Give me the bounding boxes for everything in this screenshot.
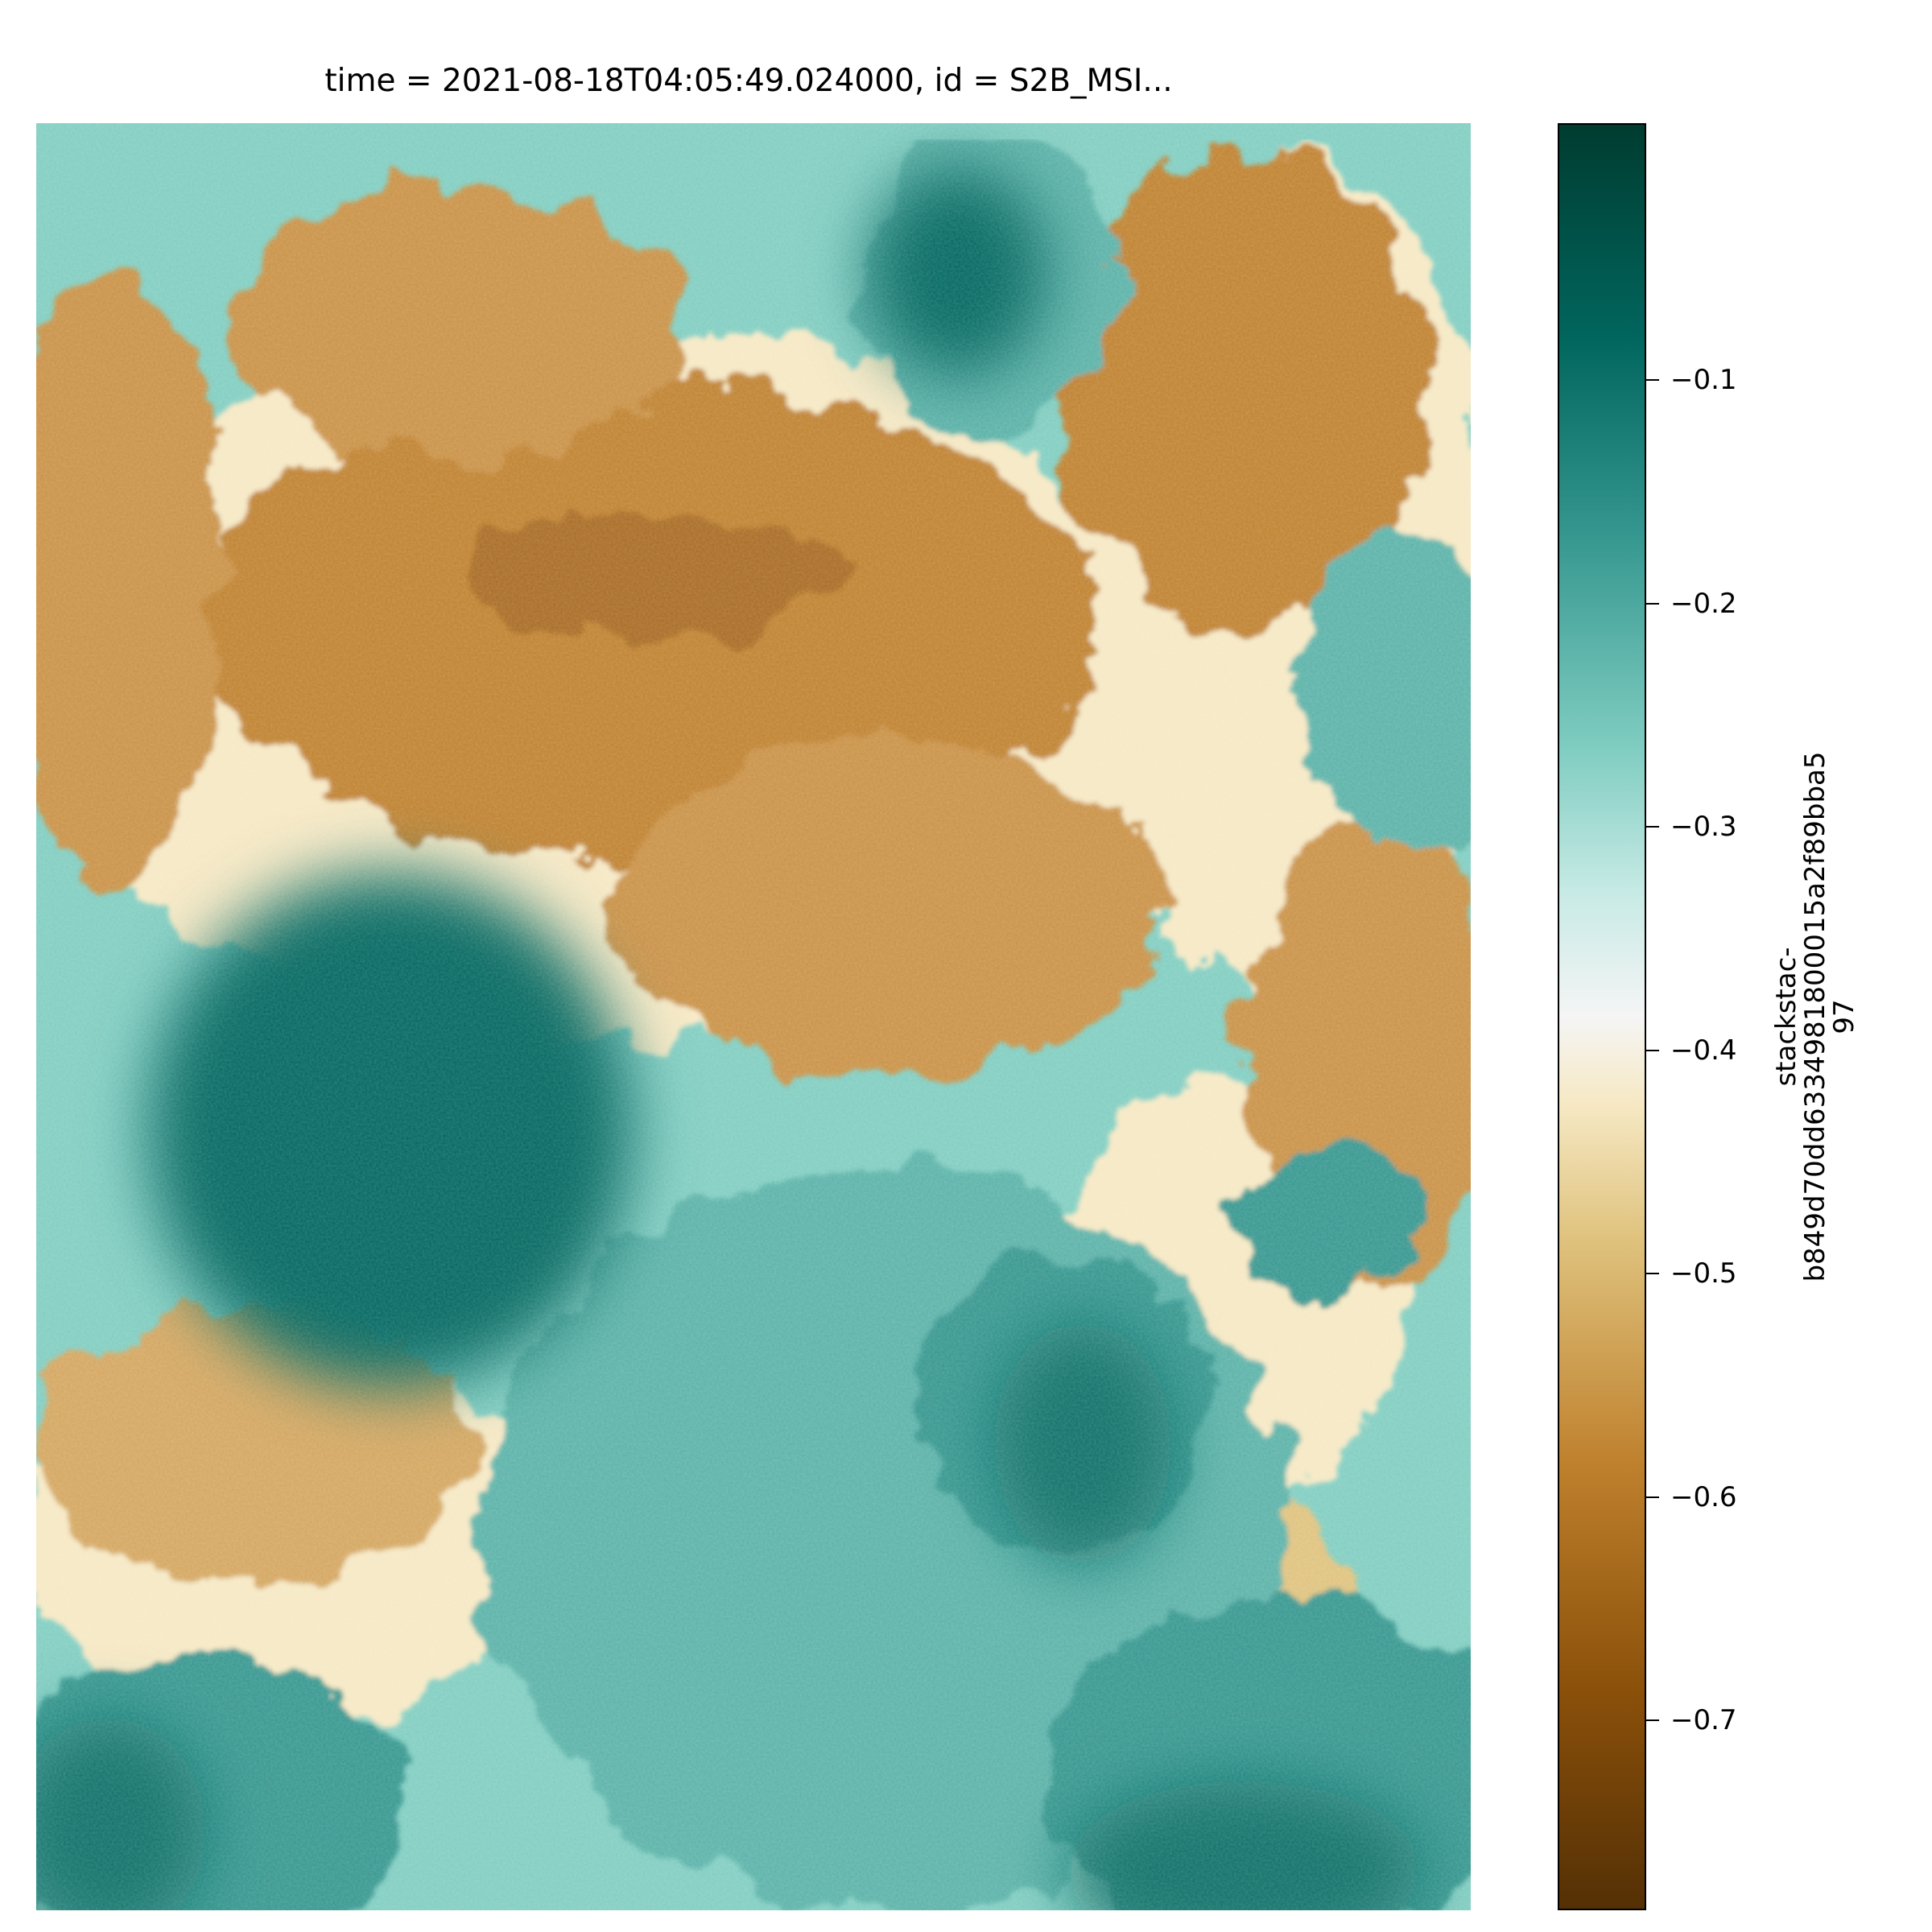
colorbar-tick-label: −0.2: [1670, 587, 1737, 620]
colorbar-label-line-1: stackstac-: [1770, 947, 1802, 1087]
colorbar-tick-label: −0.7: [1670, 1704, 1737, 1737]
colorbar-tick: [1646, 1496, 1659, 1498]
colorbar-tick-label: −0.1: [1670, 364, 1737, 397]
colorbar-label: stackstac- b849d70dd6334981800015a2f89bb…: [1770, 751, 1860, 1282]
colorbar-label-line-2: b849d70dd6334981800015a2f89bba5: [1799, 751, 1831, 1282]
colorbar-tick: [1646, 379, 1659, 382]
colorbar-tick: [1646, 602, 1659, 605]
colorbar-tick: [1646, 826, 1659, 828]
colorbar-tick: [1646, 1273, 1659, 1275]
heatmap-image: [36, 123, 1471, 1910]
colorbar-label-line-3: 97: [1828, 999, 1860, 1034]
colorbar-tick-label: −0.5: [1670, 1257, 1737, 1290]
colorbar-tick-label: −0.6: [1670, 1480, 1737, 1513]
colorbar: [1558, 123, 1646, 1910]
colorbar-tick: [1646, 1719, 1659, 1722]
chart-title: time = 2021-08-18T04:05:49.024000, id = …: [324, 63, 1173, 99]
colorbar-tick-label: −0.3: [1670, 811, 1737, 844]
colorbar-tick-label: −0.4: [1670, 1034, 1737, 1067]
colorbar-tick: [1646, 1049, 1659, 1051]
